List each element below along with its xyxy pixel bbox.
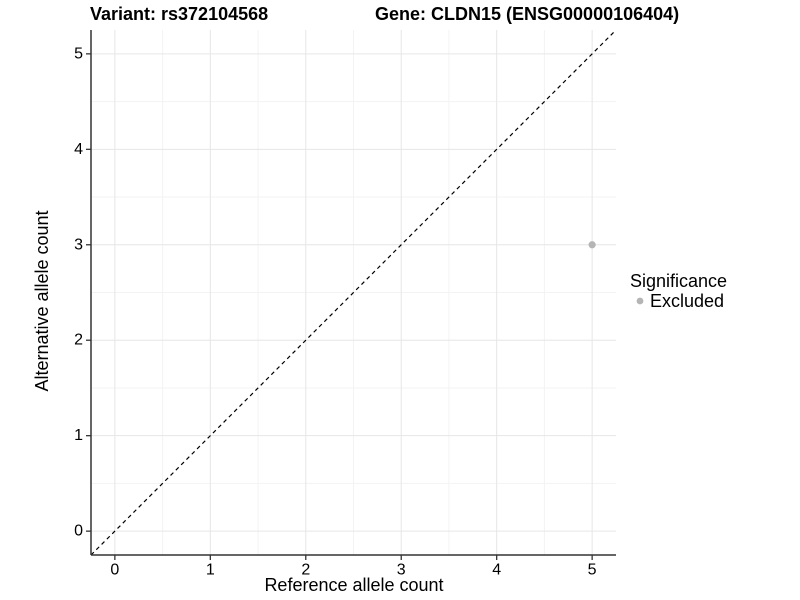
legend-point-icon [636,297,644,305]
x-tick-label: 0 [110,561,119,578]
identity-line [90,29,617,556]
legend-item-label: Excluded [650,291,724,311]
y-tick-label: 3 [74,236,83,253]
x-tick-label: 3 [397,561,406,578]
y-tick-label: 5 [74,45,83,62]
plot-title-variant: Variant: rs372104568 [90,4,268,24]
x-tick-label: 2 [301,561,310,578]
x-tick-label: 1 [206,561,215,578]
y-tick-label: 1 [74,427,83,444]
x-tick-label: 5 [588,561,597,578]
y-tick-label: 4 [74,141,83,158]
data-point [588,241,596,249]
x-tick-label: 4 [492,561,501,578]
y-tick-label: 0 [74,523,83,540]
x-axis-title: Reference allele count [264,575,443,595]
legend-title: Significance [630,271,727,291]
plot-title-gene: Gene: CLDN15 (ENSG00000106404) [375,4,679,24]
y-tick-label: 2 [74,332,83,349]
plot-panel: 0 1 2 3 4 5 0 1 2 3 4 5 [74,29,617,578]
y-axis-title: Alternative allele count [32,210,52,391]
legend: Significance Excluded [630,271,727,311]
